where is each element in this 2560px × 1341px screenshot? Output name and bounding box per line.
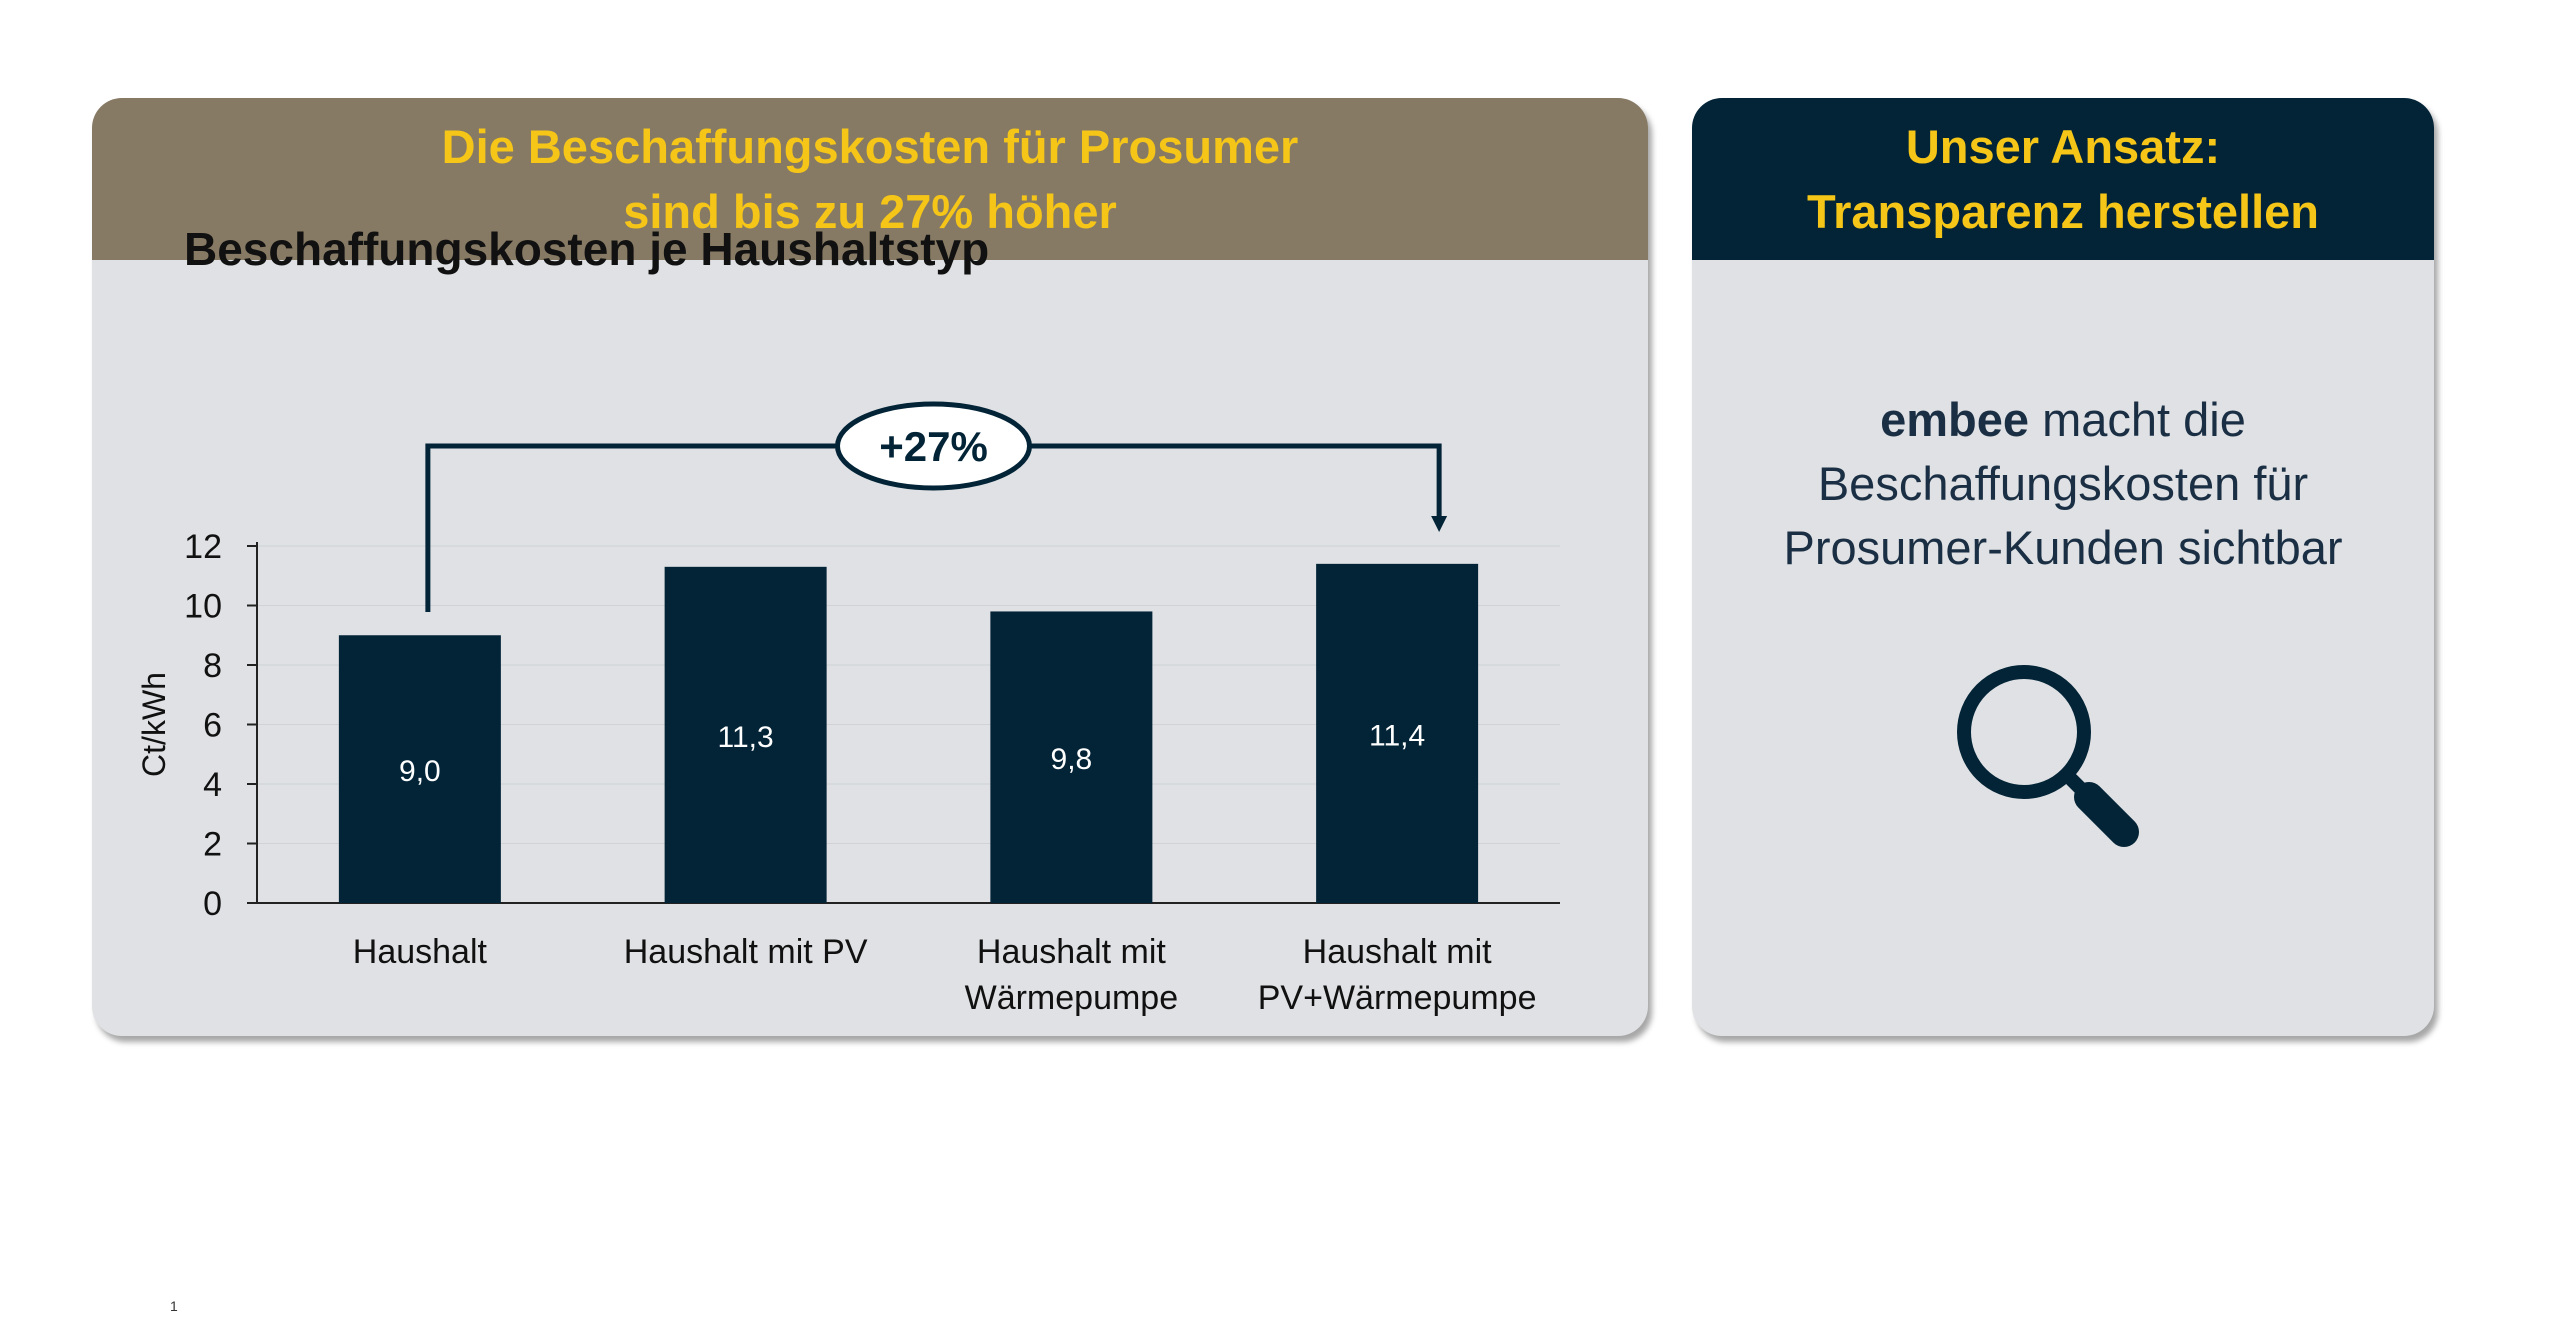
y-axis-label: Ct/kWh xyxy=(136,672,172,777)
x-tick-label: Haushalt mit xyxy=(1303,933,1493,971)
annotation-label: +27% xyxy=(879,423,988,470)
bar-4 xyxy=(1316,563,1479,903)
bar-value-label: 9,0 xyxy=(399,755,441,788)
right-panel-text: embee macht die Beschaffungskosten für P… xyxy=(1692,388,2434,580)
annotation-ellipse xyxy=(835,401,1032,491)
right-text-line1-rest: macht die xyxy=(2029,393,2246,446)
right-text-line2: Beschaffungskosten für xyxy=(1817,457,2309,510)
y-tick-label: 0 xyxy=(203,885,222,923)
right-panel-header: Unser Ansatz: Transparenz herstellen xyxy=(1692,98,2434,260)
left-header-line1: Die Beschaffungskosten für Prosumer xyxy=(441,120,1299,173)
bar-1 xyxy=(338,635,501,903)
right-header-line1: Unser Ansatz: xyxy=(1905,120,2221,173)
y-tick-label: 12 xyxy=(184,528,222,566)
x-tick-label: Haushalt mit PV xyxy=(624,933,868,971)
bar-value-label: 11,3 xyxy=(718,721,774,754)
bar-3 xyxy=(990,611,1153,903)
brand-name: embee xyxy=(1880,393,2030,446)
left-panel-header: Die Beschaffungskosten für Prosumer sind… xyxy=(92,98,1648,260)
bar-value-label: 9,8 xyxy=(1051,743,1093,776)
y-tick-label: 10 xyxy=(184,588,222,626)
x-tick-label: Haushalt xyxy=(353,933,488,971)
y-tick-label: 8 xyxy=(203,647,222,685)
x-tick-label: Haushalt mit xyxy=(977,933,1167,971)
search-icon xyxy=(1957,665,2139,847)
footnote: 1 xyxy=(170,1298,178,1314)
right-text-line1: embee macht die xyxy=(1692,388,2434,452)
bar-value-label: 11,4 xyxy=(1369,719,1425,752)
right-header-line2: Transparenz herstellen xyxy=(1807,185,2319,238)
chart-title: Beschaffungskosten je Haushaltstyp xyxy=(184,223,990,275)
y-tick-label: 4 xyxy=(203,766,222,804)
right-text-line3: Prosumer-Kunden sichtbar xyxy=(1783,521,2343,574)
y-tick-label: 2 xyxy=(203,826,222,864)
bar-2 xyxy=(664,566,827,903)
x-tick-label: Wärmepumpe xyxy=(965,979,1179,1017)
right-panel: Unser Ansatz: Transparenz herstellen emb… xyxy=(1692,98,2434,1036)
x-tick-label: PV+Wärmepumpe xyxy=(1258,979,1537,1017)
y-tick-label: 6 xyxy=(203,707,222,745)
annotation-arrowhead xyxy=(1431,516,1448,532)
left-header-line2: sind bis zu 27% höher xyxy=(623,185,1117,238)
